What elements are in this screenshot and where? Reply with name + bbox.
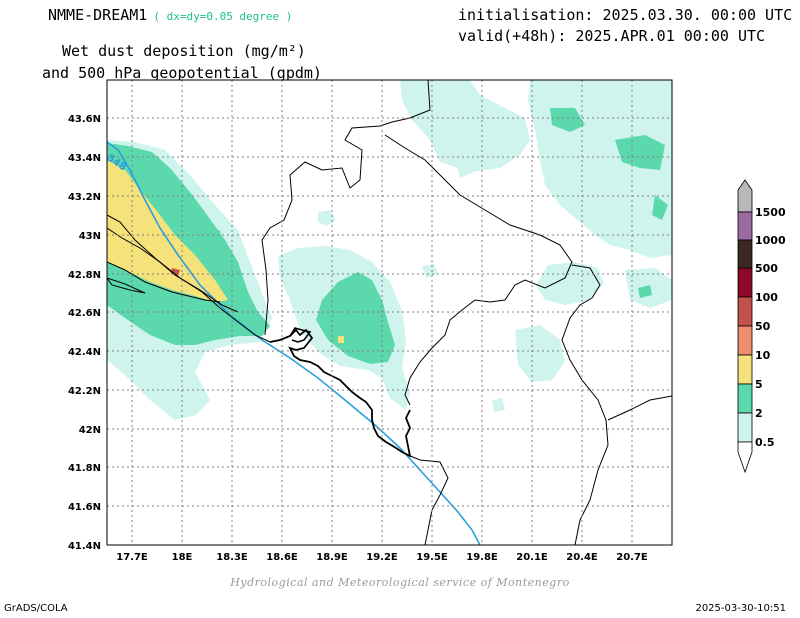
border-north-macedonia bbox=[607, 395, 672, 421]
deposition-2-west bbox=[107, 143, 270, 345]
colorbar-label: 1000 bbox=[755, 234, 786, 247]
colorbar-label: 10 bbox=[755, 349, 771, 362]
border-bih-croatia bbox=[107, 214, 239, 313]
borders bbox=[107, 80, 672, 545]
deposition-0-5-small-4 bbox=[455, 158, 474, 178]
map-title-line-1: Wet dust deposition (mg/m²) bbox=[62, 42, 306, 60]
colorbar-2 bbox=[737, 412, 753, 443]
colorbar-label: 2 bbox=[755, 407, 763, 420]
lon-label: 19.5E bbox=[416, 552, 448, 563]
deposition-2-central bbox=[316, 272, 395, 364]
lon-label: 18E bbox=[172, 552, 193, 563]
lat-label: 42N bbox=[79, 425, 101, 436]
model-name: NMME-DREAM1 ( dx=dy=0.05 degree ) bbox=[48, 6, 292, 24]
credit-line: Hydrological and Meteorological service … bbox=[230, 576, 570, 589]
software-label: GrADS/COLA bbox=[4, 603, 68, 614]
colorbar-bottom-arrow bbox=[737, 441, 753, 474]
colorbar-1500 bbox=[737, 211, 753, 241]
deposition-0-5-north-left bbox=[400, 80, 530, 172]
deposition-0-5-small-3 bbox=[492, 398, 505, 412]
colorbar-label: 1500 bbox=[755, 206, 786, 219]
colorbar-50 bbox=[737, 325, 753, 356]
bay-of-kotor bbox=[289, 327, 312, 343]
colorbar-500 bbox=[737, 267, 753, 298]
lon-label: 19.8E bbox=[466, 552, 498, 563]
border-bih-montenegro bbox=[261, 80, 431, 336]
lat-label: 42.6N bbox=[68, 308, 101, 319]
colorbar-label: 5 bbox=[755, 378, 763, 391]
colorbar-label: 500 bbox=[755, 262, 778, 275]
render-timestamp: 2025-03-30-10:51 bbox=[695, 603, 786, 614]
lat-label: 41.8N bbox=[68, 463, 101, 474]
colorbar-5 bbox=[737, 383, 753, 414]
border-serbia-montenegro bbox=[384, 134, 573, 406]
lat-label: 43N bbox=[79, 231, 101, 242]
lat-label: 41.4N bbox=[68, 541, 101, 552]
latitude-labels: 43.6N 43.4N 43.2N 43N 42.8N 42.6N 42.4N … bbox=[68, 114, 101, 552]
deposition-2-north-a bbox=[550, 108, 585, 132]
lon-label: 18.6E bbox=[266, 552, 298, 563]
lon-label: 18.3E bbox=[216, 552, 248, 563]
deposition-2-small-1 bbox=[210, 230, 222, 246]
lat-label: 42.8N bbox=[68, 270, 101, 281]
lon-label: 19.2E bbox=[366, 552, 398, 563]
lon-label: 18.9E bbox=[316, 552, 348, 563]
initialisation-time: initialisation: 2025.03.30. 00:00 UTC bbox=[458, 6, 793, 24]
colorbar-labels: 1500 1000 500 100 50 10 5 2 0.5 bbox=[755, 206, 786, 449]
longitude-labels: 17.7E 18E 18.3E 18.6E 18.9E 19.2E 19.5E … bbox=[116, 552, 648, 563]
colorbar-label: 50 bbox=[755, 320, 771, 333]
model-name-text: NMME-DREAM1 bbox=[48, 6, 148, 24]
colorbar-label: 0.5 bbox=[755, 436, 775, 449]
plot-frame bbox=[106, 79, 673, 546]
graticule bbox=[107, 80, 672, 545]
colorbar-10 bbox=[737, 354, 753, 385]
colorbar-label: 100 bbox=[755, 291, 778, 304]
colorbar-top-arrow bbox=[737, 179, 753, 213]
map-title-line-2: and 500 hPa geopotential (gpdm) bbox=[42, 64, 322, 82]
peljesac-peninsula bbox=[107, 261, 221, 303]
lon-label: 17.7E bbox=[116, 552, 148, 563]
lon-label: 20.1E bbox=[516, 552, 548, 563]
deposition-5-small bbox=[338, 336, 344, 343]
colorbar-1000 bbox=[737, 239, 753, 269]
colorbar-100 bbox=[737, 296, 753, 327]
deposition-2-small-2 bbox=[638, 285, 652, 298]
deposition-2-north-b bbox=[615, 135, 665, 170]
valid-time: valid(+48h): 2025.APR.01 00:00 UTC bbox=[458, 27, 766, 45]
lat-label: 43.6N bbox=[68, 114, 101, 125]
lat-label: 42.4N bbox=[68, 347, 101, 358]
colorbar bbox=[737, 179, 753, 474]
deposition-0-5-east-lower bbox=[515, 325, 565, 382]
model-resolution: ( dx=dy=0.05 degree ) bbox=[153, 10, 293, 23]
deposition-2-north-c bbox=[652, 195, 668, 220]
border-kosovo-albania bbox=[561, 264, 609, 545]
lat-label: 43.4N bbox=[68, 153, 101, 164]
lat-label: 42.2N bbox=[68, 386, 101, 397]
lat-label: 41.6N bbox=[68, 502, 101, 513]
lon-label: 20.4E bbox=[566, 552, 598, 563]
deposition-0-5-east bbox=[536, 262, 604, 305]
island-outline bbox=[107, 277, 146, 294]
lat-label: 43.2N bbox=[68, 192, 101, 203]
lon-label: 20.7E bbox=[616, 552, 648, 563]
geopotential-contour-548 bbox=[107, 141, 481, 545]
